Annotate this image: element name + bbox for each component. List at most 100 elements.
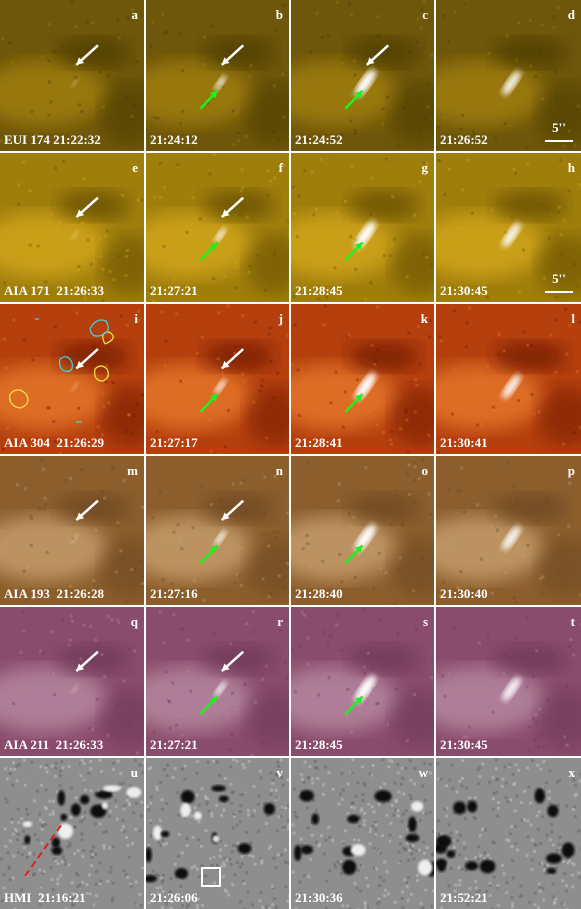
texture (161, 12, 165, 16)
texture (421, 459, 425, 463)
texture (252, 400, 256, 404)
speckle (69, 816, 73, 820)
speckle (190, 814, 194, 818)
panel-letter: d (568, 7, 576, 22)
texture (274, 28, 278, 32)
texture (522, 330, 526, 334)
texture (422, 161, 426, 165)
texture (499, 547, 503, 551)
speckle (22, 842, 26, 846)
texture (354, 238, 358, 242)
texture (297, 194, 301, 198)
texture (321, 559, 325, 563)
panel-image (146, 304, 289, 454)
dark-lane (57, 190, 130, 221)
texture (307, 94, 311, 98)
texture (558, 722, 562, 726)
speckle (555, 866, 559, 870)
arrow-green-head (354, 242, 363, 251)
speckle (111, 767, 115, 771)
speckle (232, 758, 236, 762)
texture (453, 10, 457, 14)
speckle (168, 890, 172, 894)
texture (17, 202, 21, 206)
dark-lane (348, 190, 420, 221)
dark-lane (100, 537, 144, 598)
texture (274, 536, 278, 540)
speckle (183, 777, 187, 781)
speckle (294, 814, 298, 818)
speckle (129, 882, 133, 886)
texture (312, 213, 316, 217)
flux-patch (51, 846, 63, 856)
texture (110, 467, 114, 471)
speckle (529, 823, 533, 827)
texture (266, 169, 270, 173)
texture (11, 150, 15, 151)
texture (494, 680, 498, 684)
texture (77, 406, 81, 410)
speckle (565, 907, 569, 909)
texture (530, 393, 534, 397)
panel-image (146, 153, 289, 302)
flux-patch (417, 859, 433, 876)
panel-letter: a (132, 7, 139, 22)
texture (295, 235, 299, 239)
speckle (571, 775, 575, 779)
speckle (79, 820, 83, 824)
speckle (378, 884, 382, 888)
texture (269, 360, 273, 364)
speckle (108, 870, 112, 874)
speckle (342, 841, 346, 845)
texture (428, 319, 432, 323)
texture (240, 584, 244, 588)
speckle (180, 767, 184, 771)
speckle (160, 798, 164, 802)
speckle (483, 851, 487, 855)
speckle (322, 792, 326, 796)
speckle (274, 866, 278, 870)
texture (268, 326, 272, 330)
speckle (308, 857, 312, 861)
speckle (466, 903, 470, 907)
speckle (231, 790, 235, 794)
speckle (464, 786, 468, 790)
speckle (229, 862, 233, 866)
texture (135, 59, 139, 63)
texture (459, 127, 463, 131)
texture (134, 403, 138, 407)
speckle (20, 888, 24, 892)
texture (174, 109, 178, 113)
texture (176, 162, 180, 166)
speckle (162, 843, 166, 847)
texture (304, 596, 308, 600)
texture (127, 413, 131, 417)
speckle (496, 884, 500, 888)
speckle (457, 866, 461, 870)
texture (151, 20, 155, 24)
panel-label: 21:28:41 (295, 435, 343, 450)
speckle (225, 858, 229, 862)
texture (83, 297, 87, 301)
texture (100, 433, 104, 437)
texture (179, 379, 183, 383)
texture (447, 671, 451, 675)
texture (293, 690, 297, 694)
speckle (162, 767, 166, 771)
texture (19, 650, 23, 654)
speckle (451, 787, 455, 791)
speckle (355, 886, 359, 890)
speckle (410, 852, 414, 856)
flux-patch (405, 833, 420, 843)
panel: d21:26:525'' (436, 0, 581, 151)
speckle (281, 826, 285, 830)
speckle (212, 856, 216, 860)
speckle (547, 789, 551, 793)
speckle (476, 768, 480, 772)
speckle (546, 863, 550, 867)
flux-patch (103, 785, 121, 792)
texture (172, 277, 176, 281)
texture (116, 521, 120, 525)
texture (92, 346, 96, 350)
